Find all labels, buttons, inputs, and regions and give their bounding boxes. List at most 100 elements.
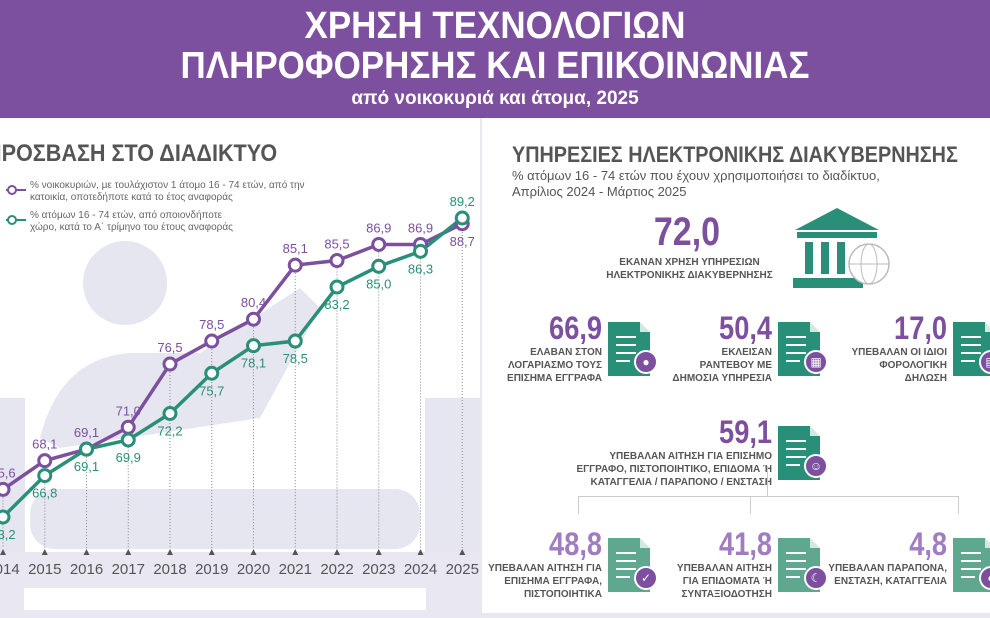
title-line1: ΧΡΗΣΗ ΤΕΧΝΟΛΟΓΙΩΝ: [304, 5, 686, 47]
data-label: 76,5: [157, 340, 182, 355]
item-label: ΕΚΛΕΙΣΑΝ ΡΑΝΤΕΒΟΥ ΜΕ ΔΗΜΟΣΙΑ ΥΠΗΡΕΣΙΑ: [672, 347, 772, 384]
item-value: 59,1: [719, 414, 772, 450]
item-label: ΥΠΕΒΑΛΑΝ ΑΙΤΗΣΗ ΓΙΑ ΕΠΙΔΟΜΑΤΑ Ή ΣΥΝΤΑΞΙΟΔΟ…: [676, 563, 772, 600]
item-value: 50,4: [719, 310, 772, 346]
data-label: 65,6: [0, 465, 16, 480]
tick-marker: [292, 549, 299, 555]
data-point: [120, 419, 136, 435]
data-point: [371, 236, 387, 252]
tick-marker: [250, 549, 257, 555]
data-label: 78,5: [283, 351, 308, 366]
legend-item-households: % νοικοκυριών, με τουλάχιστον 1 άτομο 16…: [6, 180, 324, 204]
badge-icon: ●: [634, 350, 658, 374]
main-value: 72,0: [653, 210, 721, 254]
data-point: [287, 257, 303, 273]
data-point: [37, 453, 53, 469]
x-tick-label: 2023: [362, 561, 395, 578]
data-label: 72,2: [157, 424, 182, 439]
tick-marker: [417, 549, 424, 555]
data-label: 80,4: [241, 295, 266, 310]
data-point: [329, 253, 345, 269]
x-tick-label: 2022: [320, 561, 353, 578]
item-value: 41,8: [719, 526, 772, 562]
badge-icon: ▤: [979, 350, 990, 374]
legend-marker-green: [6, 215, 26, 225]
subtitle: % ατόμων 16 - 74 ετών που έχουν χρησιμοπ…: [512, 168, 880, 199]
connector-line: [578, 496, 579, 514]
data-point: [329, 279, 345, 295]
item-value: 17,0: [894, 310, 947, 346]
tick-marker: [125, 549, 132, 555]
document-calendar-icon: ▦: [778, 322, 828, 376]
data-label: 69,1: [74, 459, 99, 474]
x-tick-label: 2025: [446, 561, 479, 578]
data-point: [79, 441, 94, 457]
item-label: ΕΛΑΒΑΝ ΣΤΟΝ ΛΟΓΑΡΙΑΣΜΟ ΤΟΥΣ ΕΠΙΣΗΜΑ ΕΓΓΡΑΦ…: [507, 347, 602, 384]
badge-icon: ◐: [979, 566, 990, 590]
x-tick-label: 2024: [404, 561, 437, 578]
data-point: [162, 406, 178, 421]
document-stamp-icon: ●: [608, 322, 658, 376]
data-label: 85,1: [283, 241, 308, 256]
tick-marker: [208, 549, 215, 555]
tick-marker: [83, 549, 90, 555]
item-value: 66,9: [549, 310, 602, 346]
x-tick-label: 2021: [279, 561, 312, 578]
x-tick-label: 2016: [70, 561, 103, 578]
tick-marker: [375, 549, 382, 555]
data-label: 85,5: [324, 237, 349, 252]
x-tick-label: 2014: [0, 561, 20, 578]
data-label: 69,1: [74, 425, 99, 440]
data-label: 75,7: [199, 383, 224, 398]
line-chart: 2014 2015 2016 2017 2018 2019 2020 2021 2022 2023…: [0, 194, 480, 618]
internet-access-panel: 2014 2015 2016 2017 2018 2019 2020 2021 2022 2023…: [0, 118, 480, 618]
legend-marker-purple: [6, 185, 26, 195]
x-tick-label: 2018: [153, 561, 186, 578]
item-value: 48,8: [549, 526, 602, 562]
badge-icon: ▦: [804, 350, 828, 374]
item-value: 4,8: [909, 526, 947, 562]
connector-line: [578, 496, 958, 497]
data-label: 69,9: [116, 450, 141, 465]
data-label: 68,1: [32, 437, 57, 452]
item-label: ΥΠΕΒΑΛΑΝ ΟΙ ΙΔΙΟΙ ΦΟΡΟΛΟΓΙΚΗ ΔΗΛΩΣΗ: [851, 347, 947, 384]
tick-marker: [167, 549, 173, 555]
header: ΧΡΗΣΗ ΤΕΧΝΟΛΟΓΙΩΝ ΠΛΗΡΟΦΟΡΗΣΗΣ ΚΑΙ ΕΠΙΚΟ…: [0, 0, 990, 118]
main-label: ΕΚΑΝΑΝ ΧΡΗΣΗ ΥΠΗΡΕΣΙΩΝ ΗΛΕΚΤΡΟΝΙΚΗΣ ΔΙΑΚ…: [606, 257, 773, 281]
data-label: 85,0: [366, 276, 391, 291]
data-label: 86,9: [366, 220, 391, 235]
data-label: 86,3: [408, 261, 433, 276]
tick-marker: [0, 549, 6, 555]
data-point: [0, 481, 11, 497]
data-label: 66,8: [32, 486, 57, 501]
background-illustration-laptop-user: [0, 241, 480, 618]
data-point: [120, 432, 136, 448]
tick-marker: [334, 549, 340, 555]
item-label: ΥΠΕΒΑΛΑΝ ΑΙΤΗΣΗ ΓΙΑ ΕΠΙΣΗΜΑ ΕΓΓΡΑΦΑ, ΠΙΣΤΟ…: [488, 563, 602, 600]
document-person-icon: ☺: [778, 426, 828, 480]
x-tick-label: 2020: [237, 561, 270, 578]
data-label: 78,5: [199, 317, 224, 332]
x-tick-label: 2017: [112, 561, 145, 578]
checklist-check-icon: ✓: [608, 538, 658, 592]
egovernment-panel: ΥΠΗΡΕΣΙΕΣ ΗΛΕΚΤΡΟΝΙΚΗΣ ΔΙΑΚΥΒΕΡΝΗΣΗΣ % α…: [482, 118, 990, 613]
section-title: ΥΠΗΡΕΣΙΕΣ ΗΛΕΚΤΡΟΝΙΚΗΣ ΔΙΑΚΥΒΕΡΝΗΣΗΣ: [512, 142, 958, 167]
section-title: ΠΡΟΣΒΑΣΗ ΣΤΟ ΔΙΑΔΙΚΤΥΟ: [0, 140, 278, 167]
connector-line: [750, 496, 751, 514]
data-point: [204, 333, 220, 349]
document-calculator-icon: ▤: [953, 322, 990, 376]
data-point: [246, 338, 261, 354]
badge-icon: ☾: [804, 566, 828, 590]
subtitle: από νοικοκυριά και άτομα, 2025: [351, 88, 639, 109]
x-tick-label: 2015: [28, 561, 61, 578]
item-label: ΥΠΕΒΑΛΑΝ ΑΙΤΗΣΗ ΓΙΑ ΕΠΙΣΗΜΟ ΕΓΓΡΑΦΟ, ΠΙΣΤ…: [576, 451, 772, 488]
data-label: 83,2: [324, 297, 349, 312]
item-label: ΥΠΕΒΑΛΑΝ ΠΑΡΑΠΟΝΑ, ΕΝΣΤΑΣΗ, ΚΑΤΑΓΓΕΛΙΑ: [828, 563, 947, 587]
data-label: 86,9: [408, 220, 433, 235]
data-label: 71,0: [116, 403, 141, 418]
connector-line: [958, 496, 959, 514]
badge-icon: ☺: [804, 454, 828, 478]
document-pension-icon: ☾: [778, 538, 828, 592]
data-point: [0, 509, 11, 525]
data-point: [246, 311, 261, 327]
